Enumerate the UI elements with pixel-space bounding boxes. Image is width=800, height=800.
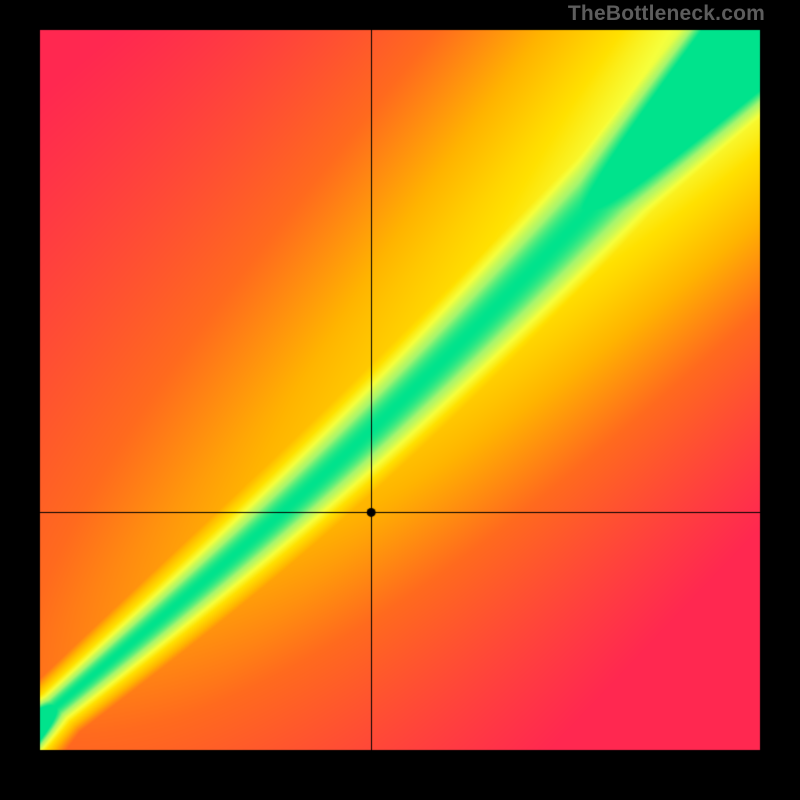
chart-container: TheBottleneck.com <box>0 0 800 800</box>
watermark-text: TheBottleneck.com <box>568 2 765 26</box>
heatmap-canvas <box>0 0 800 800</box>
